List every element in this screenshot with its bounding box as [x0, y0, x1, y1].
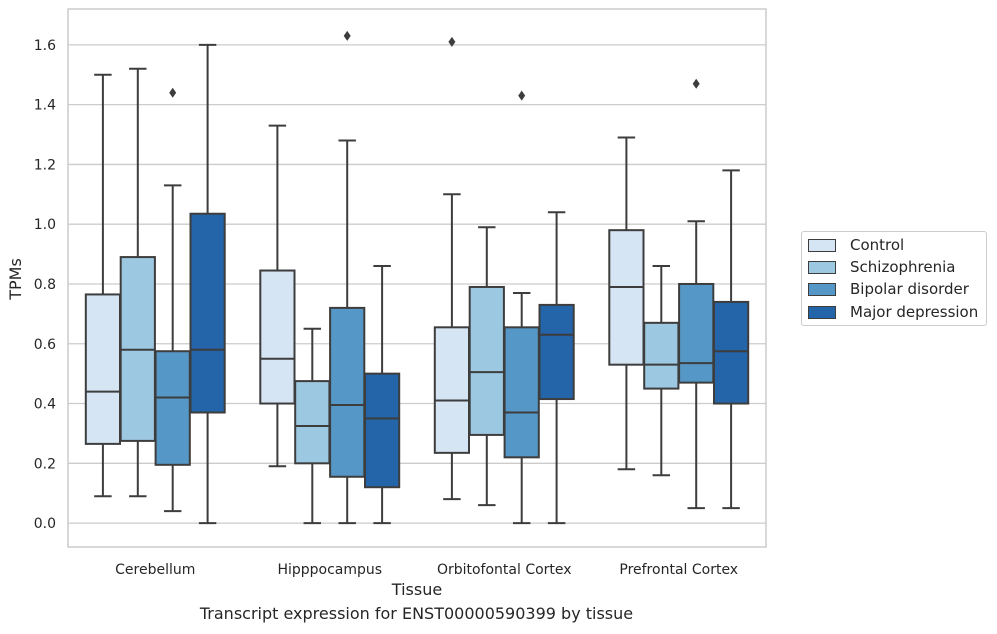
box-control-orbitofontal-cortex: [433, 36, 471, 501]
y-tick-label-1: 0.2: [34, 456, 56, 472]
box-body: [154, 350, 191, 466]
box-body: [433, 326, 471, 454]
chart-caption: Transcript expression for ENST0000059039…: [199, 604, 634, 623]
outlier-marker-0: [169, 87, 177, 98]
y-axis-label: TPMs: [6, 258, 25, 301]
box-body: [294, 380, 331, 465]
legend-item-control: Control: [808, 235, 904, 255]
outlier-marker-0: [448, 36, 456, 47]
x-tick-label-hipppocampus: Hipppocampus: [277, 562, 382, 578]
y-tick-label-6: 1.2: [34, 157, 56, 173]
x-tick-label-prefrontal-cortex: Prefrontal Cortex: [619, 562, 738, 578]
box-control-hipppocampus: [259, 124, 296, 468]
box-body: [503, 326, 540, 459]
x-tick-labels: Cerebellum Hipppocampus Orbitofontal Corte…: [115, 562, 738, 578]
legend-label-schizophrenia: Schizophrenia: [850, 258, 956, 276]
x-axis-label: Tissue: [391, 580, 442, 599]
y-tick-labels: 0.0 0.2 0.4 0.6 0.8 1.0 1.2 1.4 1.6: [34, 38, 56, 532]
legend-swatch-bipolar-disorder: [808, 282, 836, 296]
box-body: [643, 321, 680, 390]
legend-item-bipolar-disorder: Bipolar disorder: [808, 279, 969, 299]
box-body: [84, 293, 122, 445]
box-major-depression-cerebellum: [189, 43, 226, 525]
box-body: [678, 282, 715, 384]
boxes: [84, 30, 750, 525]
box-bipolar-disorder-orbitofontal-cortex: [503, 90, 540, 525]
y-tick-label-0: 0.0: [34, 516, 56, 532]
y-tick-label-2: 0.4: [34, 397, 56, 413]
box-major-depression-hipppocampus: [363, 265, 401, 525]
box-bipolar-disorder-cerebellum: [154, 87, 191, 513]
box-schizophrenia-hipppocampus: [294, 327, 331, 525]
box-control-prefrontal-cortex: [608, 136, 645, 471]
box-body: [712, 300, 750, 405]
legend-swatch-schizophrenia: [808, 260, 836, 274]
box-control-cerebellum: [84, 73, 122, 498]
x-tick-label-cerebellum: Cerebellum: [115, 562, 195, 578]
box-body: [259, 269, 296, 405]
outlier-marker-0: [518, 90, 526, 101]
box-major-depression-prefrontal-cortex: [712, 169, 750, 510]
y-tick-label-5: 1.0: [34, 217, 56, 233]
legend-label-bipolar-disorder: Bipolar disorder: [850, 280, 969, 298]
box-bipolar-disorder-prefrontal-cortex: [678, 78, 715, 510]
box-schizophrenia-cerebellum: [119, 67, 156, 498]
legend-label-major-depression: Major depression: [850, 303, 979, 321]
box-schizophrenia-prefrontal-cortex: [643, 265, 680, 477]
y-tick-label-4: 0.8: [34, 277, 56, 293]
box-body: [468, 285, 505, 436]
x-tick-label-orbitofontal-cortex: Orbitofontal Cortex: [437, 562, 572, 578]
box-schizophrenia-orbitofontal-cortex: [468, 226, 505, 507]
box-body: [363, 372, 401, 489]
legend-item-schizophrenia: Schizophrenia: [808, 257, 955, 277]
box-major-depression-orbitofontal-cortex: [538, 211, 575, 525]
outlier-marker-0: [343, 30, 351, 41]
legend-label-control: Control: [850, 236, 905, 254]
legend-swatch-major-depression: [808, 305, 836, 319]
box-body: [608, 229, 645, 366]
box-body: [189, 212, 226, 414]
box-body: [538, 303, 575, 401]
plot-frame: [67, 8, 767, 548]
y-tick-label-3: 0.6: [34, 337, 56, 353]
legend: Control Schizophrenia Bipolar disorder M…: [801, 231, 987, 326]
outlier-marker-0: [692, 78, 700, 89]
legend-item-major-depression: Major depression: [808, 302, 978, 322]
y-tick-label-8: 1.6: [34, 38, 56, 54]
legend-swatch-control: [808, 238, 836, 252]
box-body: [329, 306, 366, 478]
y-tick-label-7: 1.4: [34, 98, 56, 114]
